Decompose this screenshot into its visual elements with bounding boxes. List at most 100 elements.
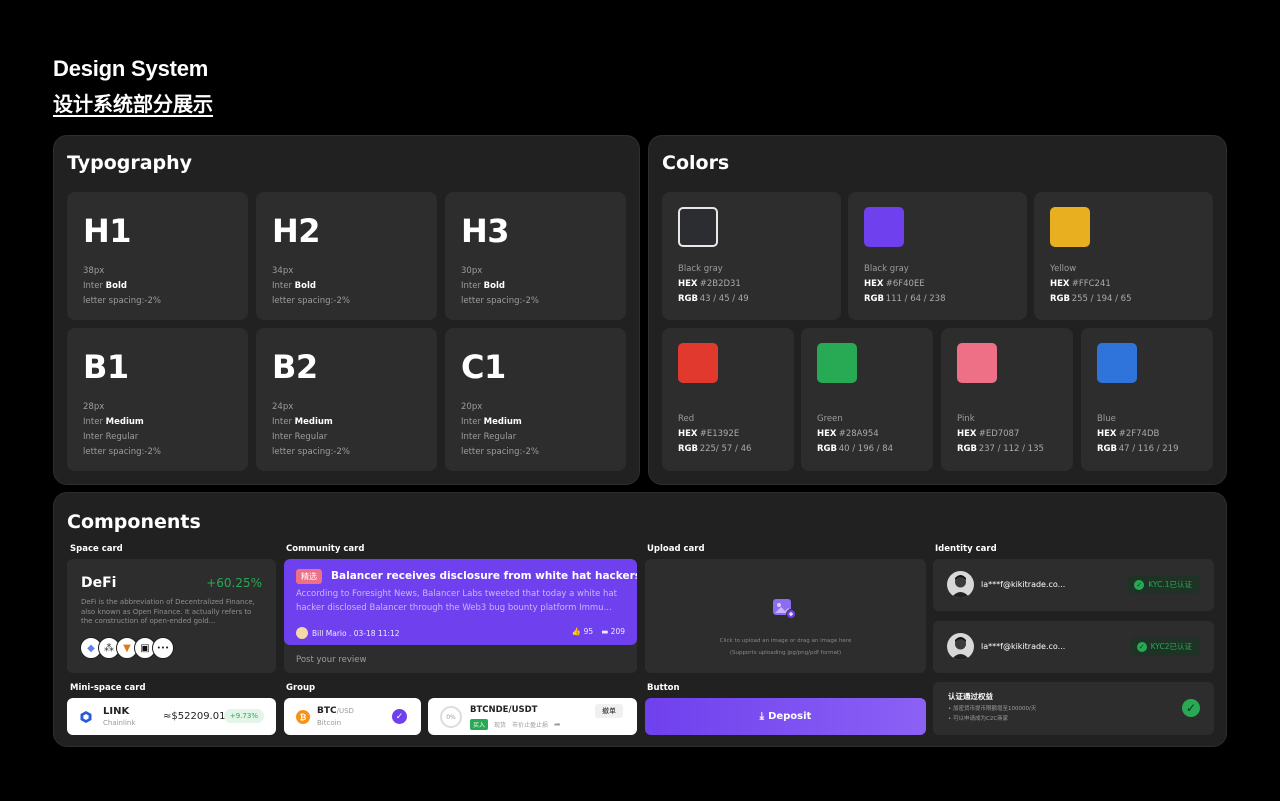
order-note: 市价止盈止损 — [512, 722, 549, 729]
space-card[interactable]: DeFi +60.25% DeFi is the abbreviation of… — [67, 559, 276, 673]
mini-card-price: ≈$52209.01 — [163, 711, 226, 722]
type-sample: B2 — [272, 348, 318, 386]
type-specs: 34px Inter Bold letter spacing:-2% — [272, 264, 421, 309]
upload-instruction: Click to upload an image or drag an imag… — [719, 638, 852, 644]
cube-icon: ▣ — [134, 637, 156, 659]
color-name: Blue — [1097, 414, 1116, 424]
upload-card[interactable]: Click to upload an image or drag an imag… — [645, 559, 926, 673]
community-card-header: 精选 Balancer receives disclosure from whi… — [284, 559, 637, 645]
color-hex: HEX #E1392E — [678, 429, 740, 439]
color-card-black-gray: Black gray HEX #6F40EE RGB 111 / 64 / 238 — [848, 192, 1027, 320]
color-rgb: RGB 40 / 196 / 84 — [817, 444, 894, 454]
identity-card[interactable]: la***f@kikitrade.co... ✓ KYC.1已认证 — [933, 559, 1214, 611]
color-name: Green — [817, 414, 843, 424]
more-icon[interactable]: ••• — [152, 637, 174, 659]
avatar — [947, 633, 974, 660]
color-swatch — [817, 343, 857, 383]
coin-avatar-group: ◆ ⁂ ▼ ▣ ••• — [80, 637, 174, 659]
community-card-title: Balancer receives disclosure from white … — [331, 570, 637, 582]
share-icon[interactable]: ➦ — [554, 720, 561, 729]
kyc-badge-label: KYC.1已认证 — [1148, 580, 1192, 589]
color-name: Black gray — [864, 264, 909, 274]
button-label: Button — [647, 683, 680, 693]
likes-count: 95 — [583, 627, 594, 636]
mini-space-card[interactable]: LINK Chainlink ≈$52209.01 +9.73% — [67, 698, 276, 735]
type-sample: H3 — [461, 212, 510, 250]
color-rgb: RGB 111 / 64 / 238 — [864, 294, 946, 304]
kyc-badge: ✓ KYC2已认证 — [1130, 637, 1200, 656]
color-hex: HEX #FFC241 — [1050, 279, 1111, 289]
components-panel: Components Space card Community card Upl… — [53, 492, 1227, 747]
thumbs-up-icon: 👍 — [571, 627, 582, 636]
color-rgb: RGB 43 / 45 / 49 — [678, 294, 749, 304]
community-card-label: Community card — [286, 544, 365, 554]
progress-ring: 0% — [440, 706, 462, 728]
type-card-h2: H2 34px Inter Bold letter spacing:-2% — [256, 192, 437, 320]
benefit-item: • 可以申请成为C2C商家 — [948, 716, 1009, 722]
community-card[interactable]: 精选 Balancer receives disclosure from whi… — [284, 559, 637, 673]
kyc-badge-label: KYC2已认证 — [1150, 642, 1192, 651]
type-card-b1: B1 28px Inter Medium Inter Regular letter sp… — [67, 328, 248, 471]
color-card-black-gray: Black gray HEX #2B2D31 RGB 43 / 45 / 49 — [662, 192, 841, 320]
type-weight: Inter Bold — [272, 281, 316, 291]
type-card-h3: H3 30px Inter Bold letter spacing:-2% — [445, 192, 626, 320]
color-name: Black gray — [678, 264, 723, 274]
cancel-order-button[interactable]: 撤单 — [595, 704, 623, 718]
components-title: Components — [67, 511, 201, 533]
type-size: 20px — [461, 402, 483, 412]
color-rgb: RGB 255 / 194 / 65 — [1050, 294, 1132, 304]
typography-panel: Typography H1 38px Inter Bold letter spacin… — [53, 135, 640, 485]
identity-card-label: Identity card — [935, 544, 997, 554]
selected-check-icon[interactable]: ✓ — [392, 709, 407, 724]
color-hex: HEX #2B2D31 — [678, 279, 741, 289]
type-weight: Inter Bold — [83, 281, 127, 291]
comments-stat[interactable]: ▬ 209 — [601, 627, 625, 636]
identity-card[interactable]: la***f@kikitrade.co... ✓ KYC2已认证 — [933, 621, 1214, 673]
spot-tag: 现货 — [494, 722, 507, 729]
color-hex: HEX #2F74DB — [1097, 429, 1160, 439]
btc-symbol: BTC/USD — [317, 706, 354, 716]
group-label: Group — [286, 683, 316, 693]
type-letter-spacing: letter spacing:-2% — [83, 447, 161, 457]
comment-icon: ▬ — [601, 627, 609, 636]
color-rgb: RGB 225/ 57 / 46 — [678, 444, 752, 454]
color-swatch — [678, 207, 718, 247]
order-pair: BTCNDE/USDT — [470, 705, 538, 715]
type-specs: 38px Inter Bold letter spacing:-2% — [83, 264, 232, 309]
type-specs: 24px Inter Medium Inter Regular letter spac… — [272, 400, 421, 460]
typography-title: Typography — [67, 152, 193, 174]
type-letter-spacing: letter spacing:-2% — [83, 296, 161, 306]
mini-card-change: +9.73% — [223, 709, 264, 723]
identity-email: la***f@kikitrade.co... — [981, 642, 1066, 651]
type-letter-spacing: letter spacing:-2% — [272, 296, 350, 306]
type-sample: H1 — [83, 212, 132, 250]
check-icon: ✓ — [1134, 579, 1145, 590]
group-order-card[interactable]: 0% BTCNDE/USDT 撤单 买入 现货 市价止盈止损 ➦ — [428, 698, 637, 735]
verification-benefits-card: 认证通过权益 • 加密货币提币限额增至100000/天 • 可以申请成为C2C商… — [933, 682, 1214, 735]
buy-tag: 买入 — [470, 719, 489, 730]
deposit-button[interactable]: ⤓ Deposit — [645, 698, 926, 735]
space-card-change: +60.25% — [206, 576, 262, 590]
type-size: 24px — [272, 402, 294, 412]
type-letter-spacing: letter spacing:-2% — [461, 296, 539, 306]
group-btc-card[interactable]: ₿ BTC/USD Bitcoin ✓ — [284, 698, 421, 735]
likes-stat[interactable]: 👍 95 — [572, 627, 593, 636]
deposit-button-label: Deposit — [768, 711, 812, 722]
type-letter-spacing: letter spacing:-2% — [461, 447, 539, 457]
colors-panel: Colors Black gray HEX #2B2D31 RGB 43 / 45 … — [648, 135, 1227, 485]
color-rgb: RGB 237 / 112 / 135 — [957, 444, 1044, 454]
color-swatch — [678, 343, 718, 383]
review-input[interactable]: Post your review — [296, 655, 367, 665]
type-specs: 30px Inter Bold letter spacing:-2% — [461, 264, 610, 309]
avatar — [947, 571, 974, 598]
identity-email: la***f@kikitrade.co... — [981, 580, 1066, 589]
color-swatch — [957, 343, 997, 383]
bitcoin-icon: ₿ — [296, 710, 310, 724]
benefit-item: • 加密货币提币限额增至100000/天 — [948, 706, 1037, 712]
benefits-title: 认证通过权益 — [948, 692, 993, 701]
page-subtitle: 设计系统部分展示 — [53, 92, 213, 116]
color-card-red: Red HEX #E1392E RGB 225/ 57 / 46 — [662, 328, 794, 471]
type-size: 28px — [83, 402, 105, 412]
author-avatar — [296, 627, 308, 639]
type-size: 34px — [272, 266, 294, 276]
